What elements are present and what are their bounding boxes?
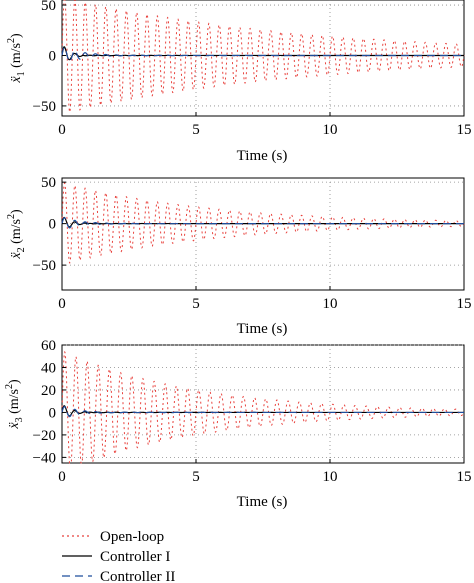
y-tick-label: 0 <box>49 48 57 64</box>
y-tick-label: −50 <box>33 99 56 115</box>
legend-label-open-loop: Open-loop <box>100 529 164 545</box>
x-tick-label: 15 <box>457 469 472 485</box>
plot-area-3 <box>61 344 465 464</box>
series-line-controller-ii <box>61 406 464 418</box>
y-axis-label-2: ẍ2 (m/s2) <box>6 209 27 260</box>
y-axis-label-1: ẍ1 (m/s2) <box>6 33 27 84</box>
x-tick-label: 0 <box>58 296 66 312</box>
y-tick-label: 40 <box>41 360 56 376</box>
legend-item-controller-1: Controller I <box>62 549 170 565</box>
y-ticks-2: 50 0 −50 <box>33 175 66 274</box>
x-tick-label: 15 <box>457 122 472 138</box>
legend-item-controller-2: Controller II <box>62 569 175 583</box>
x-ticks-2: 0 5 10 15 <box>58 286 472 312</box>
y-tick-label: 50 <box>41 175 56 191</box>
y-tick-label: 50 <box>41 0 56 14</box>
y-ticks-1: 50 0 −50 <box>33 0 66 115</box>
x-tick-label: 5 <box>192 469 200 485</box>
y-tick-label: 60 <box>41 338 56 354</box>
x-tick-label: 0 <box>58 469 66 485</box>
chart-panel-2: 50 0 −50 0 5 10 15 Time (s) ẍ2 (m/s2) <box>6 175 472 337</box>
x-ticks-3: 0 5 10 15 <box>58 459 472 485</box>
y-tick-label: −20 <box>33 428 56 444</box>
plot-area-2 <box>61 177 465 291</box>
x-tick-label: 15 <box>457 296 472 312</box>
series-group-1 <box>61 0 465 114</box>
x-tick-label: 10 <box>323 122 338 138</box>
series-group-2 <box>61 182 465 264</box>
x-tick-label: 5 <box>192 296 200 312</box>
series-line-controller-ii <box>61 46 464 63</box>
legend-item-open-loop: Open-loop <box>62 529 164 545</box>
y-tick-label: 0 <box>49 405 57 421</box>
chart-panel-1: 500−50 0 5 10 15 Time (s) ẍ1 (m/s2) <box>6 0 472 164</box>
x-axis-label-1: Time (s) <box>237 148 288 164</box>
chart-panel-3: 60 40 20 0 −20 −40 0 5 10 15 Time (s) ẍ3 (m/s2) <box>4 338 472 510</box>
y-tick-label: 20 <box>41 383 56 399</box>
x-ticks-1: 0 5 10 15 <box>58 112 472 138</box>
series-line-controller-ii <box>61 217 464 229</box>
y-ticks-3: 60 40 20 0 −20 −40 <box>33 338 66 466</box>
x-tick-label: 10 <box>323 469 338 485</box>
legend-label-controller-2: Controller II <box>100 569 175 583</box>
x-axis-label-2: Time (s) <box>237 321 288 337</box>
legend: Open-loop Controller I Controller II <box>62 529 175 583</box>
x-tick-label: 10 <box>323 296 338 312</box>
legend-label-controller-1: Controller I <box>100 549 170 565</box>
x-axis-label-3: Time (s) <box>237 494 288 510</box>
x-tick-label: 0 <box>58 122 66 138</box>
y-tick-label: −40 <box>33 450 56 466</box>
series-group-3 <box>61 351 465 464</box>
x-tick-label: 5 <box>192 122 200 138</box>
y-tick-label: 0 <box>49 217 57 233</box>
y-tick-label: −50 <box>33 258 56 274</box>
y-axis-label-3: ẍ3 (m/s2) <box>4 379 25 430</box>
